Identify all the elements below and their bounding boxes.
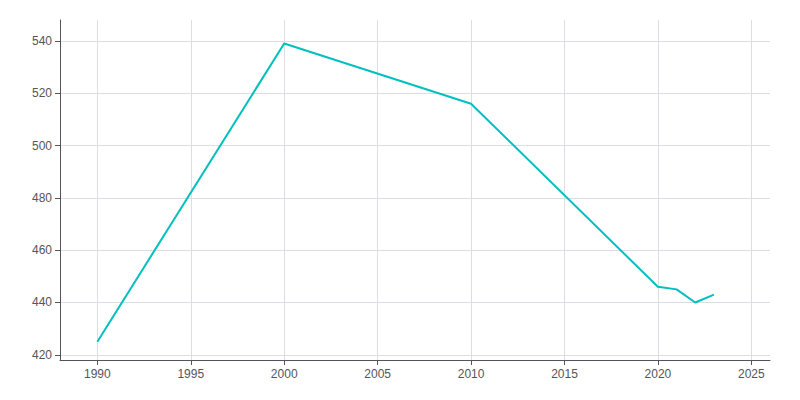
svg-text:480: 480 (32, 191, 52, 205)
svg-text:520: 520 (32, 86, 52, 100)
svg-text:1995: 1995 (177, 367, 204, 381)
svg-text:2010: 2010 (458, 367, 485, 381)
svg-text:2000: 2000 (271, 367, 298, 381)
svg-text:500: 500 (32, 139, 52, 153)
svg-text:420: 420 (32, 348, 52, 362)
svg-text:2005: 2005 (364, 367, 391, 381)
svg-text:1990: 1990 (84, 367, 111, 381)
svg-text:460: 460 (32, 243, 52, 257)
svg-text:540: 540 (32, 34, 52, 48)
svg-text:2020: 2020 (645, 367, 672, 381)
svg-text:2015: 2015 (551, 367, 578, 381)
svg-text:2025: 2025 (738, 367, 765, 381)
svg-text:440: 440 (32, 295, 52, 309)
